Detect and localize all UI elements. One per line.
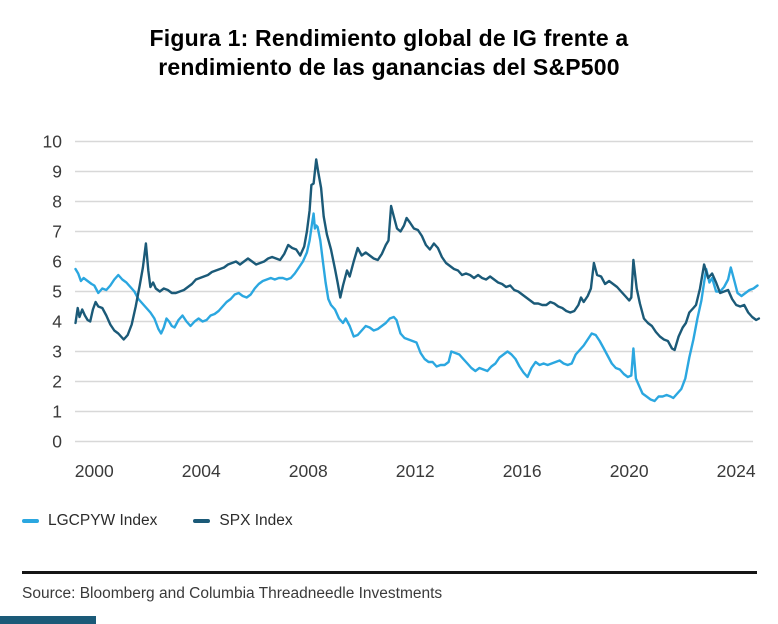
x-tick-label: 2020 xyxy=(610,461,649,481)
y-tick-label: 5 xyxy=(52,282,62,302)
y-tick-label: 2 xyxy=(52,372,62,392)
legend-item-lgcpyw: LGCPYW Index xyxy=(22,512,157,530)
spx-swatch-icon xyxy=(193,519,211,523)
footer-divider xyxy=(22,571,757,574)
y-tick-label: 9 xyxy=(52,162,62,182)
y-tick-label: 6 xyxy=(52,252,62,272)
source-text: Source: Bloomberg and Columbia Threadnee… xyxy=(22,585,443,602)
series-line-lgcpyw-index xyxy=(74,212,759,403)
x-tick-label: 2000 xyxy=(75,461,114,481)
y-tick-label: 3 xyxy=(52,342,62,362)
y-tick-label: 10 xyxy=(43,132,63,152)
legend-label-lgcpyw: LGCPYW Index xyxy=(48,512,158,529)
series-line-spx-index xyxy=(74,158,761,352)
chart-legend: LGCPYW Index SPX Index xyxy=(22,512,293,530)
x-tick-label: 2016 xyxy=(503,461,542,481)
x-tick-label: 2008 xyxy=(289,461,328,481)
lgcpyw-swatch-icon xyxy=(22,519,39,523)
legend-item-spx: SPX Index xyxy=(193,512,293,530)
x-tick-label: 2004 xyxy=(182,461,221,481)
corner-brand-bar xyxy=(0,616,96,624)
y-tick-label: 0 xyxy=(52,432,62,452)
x-tick-label: 2024 xyxy=(717,461,756,481)
y-tick-label: 7 xyxy=(52,222,62,242)
y-tick-label: 8 xyxy=(52,192,62,212)
figure-title: Figura 1: Rendimiento global de IG frent… xyxy=(149,25,629,81)
legend-label-spx: SPX Index xyxy=(219,512,293,529)
y-tick-label: 4 xyxy=(52,312,62,332)
y-tick-label: 1 xyxy=(52,402,62,422)
x-tick-label: 2012 xyxy=(396,461,435,481)
chart-svg: 0 1 2 3 4 5 6 7 8 9 10 2000 2004 2008 2012 2016 2020 2024 xyxy=(43,132,761,481)
